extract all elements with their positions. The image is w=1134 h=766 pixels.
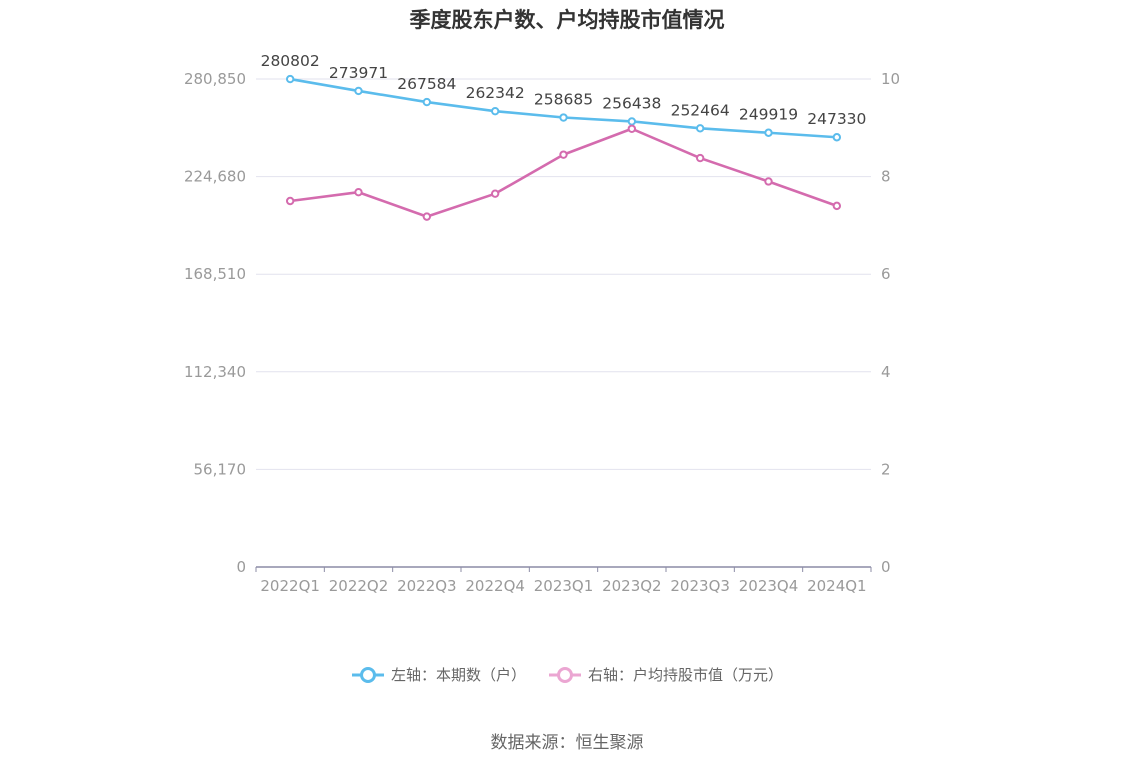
right-tick-label: 4 (881, 363, 891, 381)
data-label: 273971 (329, 64, 388, 82)
right-series-point (832, 201, 842, 211)
left-series-point (695, 124, 705, 133)
right-tick-label: 8 (881, 168, 891, 186)
left-series-point (490, 106, 500, 116)
x-tick-label: 2023Q3 (670, 577, 730, 595)
right-series-point (285, 196, 295, 206)
left-tick-label: 112,340 (184, 363, 246, 381)
left-series-point (832, 133, 842, 142)
left-series-point (354, 86, 363, 96)
x-tick-label: 2022Q2 (329, 577, 389, 595)
right-series-line (290, 127, 838, 218)
data-label: 267584 (397, 75, 456, 93)
chart-title: 季度股东户数、户均持股市值情况 (409, 8, 725, 32)
x-tick-label: 2022Q3 (397, 577, 457, 595)
right-series-point (559, 150, 568, 159)
right-tick-label: 6 (881, 265, 891, 283)
left-tick-label: 168,510 (184, 265, 246, 283)
data-label: 247330 (807, 110, 866, 128)
right-series-point (695, 153, 705, 163)
right-series-point (490, 189, 500, 198)
left-series-point (559, 113, 568, 122)
x-tick-label: 2023Q1 (534, 577, 594, 595)
series (285, 74, 842, 221)
legend-line-circle-icon (549, 666, 581, 683)
left-tick-label: 224,680 (184, 168, 246, 186)
data-label: 258685 (534, 91, 593, 109)
left-tick-label: 56,170 (194, 460, 247, 478)
data-label: 280802 (261, 52, 320, 70)
x-axis (255, 566, 872, 572)
right-tick-label: 2 (881, 460, 891, 478)
line-chart: 0 56,170 112,340 168,510 224,680 280,850 0 2 4 6… (184, 52, 900, 595)
legend-label-left-series: 左轴：本期数（户） (390, 666, 526, 684)
data-label: 262342 (466, 84, 525, 102)
right-series-point (422, 212, 432, 221)
legend: 左轴：本期数（户） 右轴：户均持股市值（万元） (0, 664, 1134, 685)
x-tick-label: 2023Q2 (602, 577, 662, 595)
left-series-point (627, 117, 637, 126)
right-series-point (354, 188, 363, 197)
right-series-point (764, 177, 773, 186)
right-y-axis: 0 2 4 6 8 10 (881, 70, 900, 576)
right-series-point (627, 124, 637, 133)
x-tick-label: 2024Q1 (807, 577, 867, 595)
left-series-point (422, 97, 432, 107)
right-tick-label: 0 (881, 558, 891, 576)
left-series-point (764, 128, 773, 137)
x-tick-label: 2022Q4 (465, 577, 525, 595)
data-labels: 280802 273971 267584 262342 258685 256438 2524… (261, 52, 867, 128)
grid-lines (256, 78, 871, 470)
right-tick-label: 10 (881, 70, 900, 88)
legend-item-right-series[interactable]: 右轴：户均持股市值（万元） (548, 664, 783, 685)
source-note: 数据来源：恒生聚源 (490, 733, 644, 753)
data-label: 252464 (671, 101, 730, 119)
left-tick-label: 280,850 (184, 70, 246, 88)
left-y-axis: 0 56,170 112,340 168,510 224,680 280,850 (184, 70, 246, 576)
left-tick-label: 0 (236, 558, 246, 576)
x-axis-labels: 2022Q1 2022Q2 2022Q3 2022Q4 2023Q1 2023Q2 2023… (260, 577, 866, 595)
x-tick-label: 2023Q4 (739, 577, 799, 595)
data-label: 256438 (602, 94, 661, 112)
left-series-point (285, 74, 295, 84)
data-label: 249919 (739, 106, 798, 124)
legend-line-circle-icon (351, 666, 384, 683)
legend-item-left-series[interactable]: 左轴：本期数（户） (351, 664, 526, 685)
x-tick-label: 2022Q1 (260, 577, 320, 595)
legend-label-right-series: 右轴：户均持股市值（万元） (588, 666, 784, 684)
